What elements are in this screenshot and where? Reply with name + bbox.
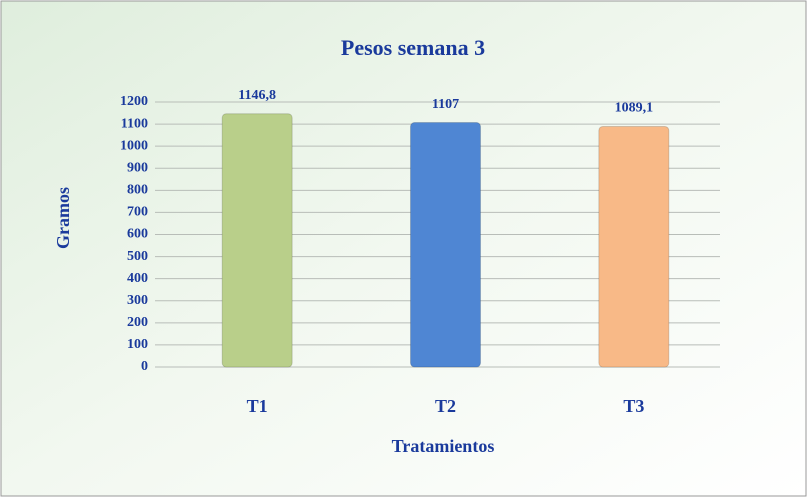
y-tick-label: 1200 [120, 94, 148, 109]
x-tick-label: T2 [435, 396, 456, 416]
bar [221, 113, 293, 368]
x-tick-label: T3 [623, 396, 644, 416]
y-tick-label: 200 [127, 315, 148, 330]
y-tick-label: 600 [127, 227, 148, 242]
x-axis-title: Tratamientos [392, 436, 495, 456]
y-tick-label: 800 [127, 183, 148, 198]
value-label: 1146,8 [238, 88, 276, 103]
y-tick-label: 0 [141, 359, 148, 374]
chart-title: Pesos semana 3 [341, 35, 485, 60]
y-tick-label: 1100 [121, 116, 148, 131]
bar [598, 125, 670, 368]
y-tick-label: 100 [127, 337, 148, 352]
x-tick-label: T1 [247, 396, 268, 416]
y-tick-label: 700 [127, 205, 148, 220]
y-tick-label: 300 [127, 293, 148, 308]
y-tick-label: 900 [127, 160, 148, 175]
y-tick-label: 400 [127, 271, 148, 286]
value-label: 1089,1 [615, 101, 654, 116]
value-label: 1107 [432, 97, 459, 112]
y-tick-label: 1000 [120, 138, 148, 153]
y-tick-label: 500 [127, 249, 148, 264]
bar [410, 122, 481, 368]
y-axis-title: Gramos [53, 187, 73, 249]
